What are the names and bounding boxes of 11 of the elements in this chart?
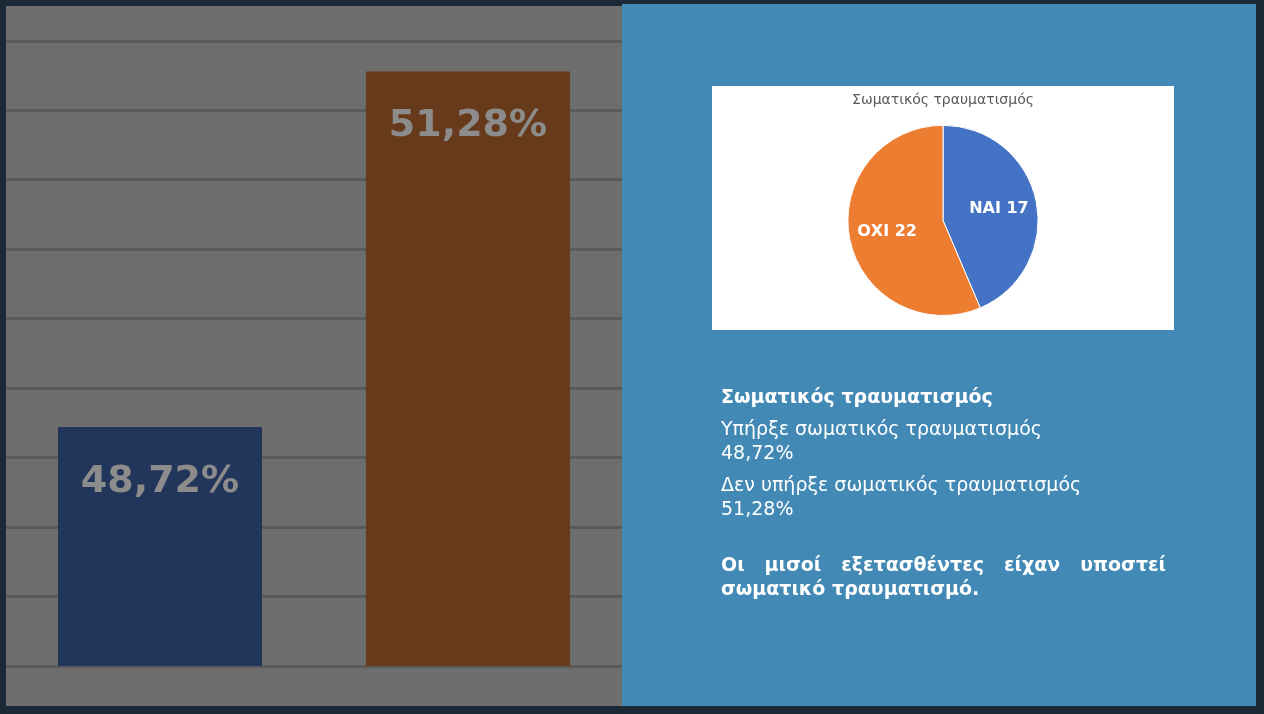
text: 51,28%	[721, 496, 795, 520]
data-label: 51,28%	[388, 101, 548, 146]
data-label: ΟΧΙ 22	[857, 220, 917, 240]
data-label: 48,72%	[80, 456, 240, 501]
text: 48,72%	[721, 440, 795, 464]
text: Σωματικός τραυματισμός	[721, 384, 994, 408]
text: Δεν υπήρξε σωματικός τραυματισμός	[721, 472, 1083, 496]
data-label: ΝΑΙ 17	[969, 198, 1029, 218]
chart-title: Σωματικός τραυματισμός	[852, 91, 1034, 108]
text: Οι μισοί εξετασθέντες είχαν υποστεί σωματικό τραυματισμό.	[721, 552, 1166, 600]
text: Υπήρξε σωματικός τραυματισμός	[721, 416, 1043, 440]
